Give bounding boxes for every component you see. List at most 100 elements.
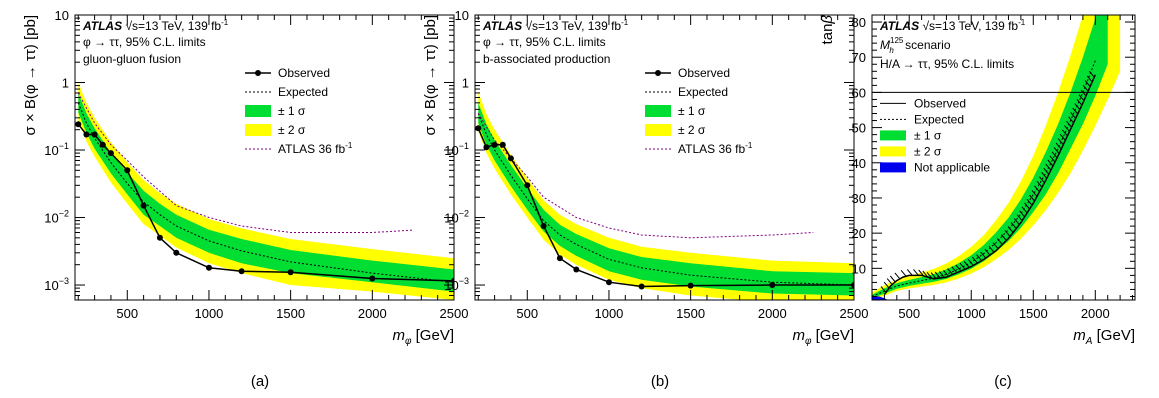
legend-expected-label: Expected (278, 85, 328, 99)
x-axis-title: mφ [GeV] (392, 327, 454, 347)
x-tick-label: 2500 (840, 306, 869, 321)
legend-observed-label: Observed (278, 66, 330, 80)
x-tick-label: 500 (516, 306, 538, 321)
observed-point (206, 264, 212, 271)
legend-two-sigma-label: ± 2 σ (278, 123, 306, 137)
panel-label: (b) (651, 373, 669, 390)
legend-not-applicable-label: Not applicable (914, 160, 990, 174)
y-tick-label: 60 (852, 85, 866, 100)
observed-point (507, 155, 514, 162)
legend-previous-label: ATLAS 36 fb-1 (278, 141, 353, 156)
atlas-label: ATLAS √s=13 TeV, 139 fb-1 (879, 18, 1026, 33)
production-label: gluon-gluon fusion (83, 52, 181, 66)
expected-line (872, 60, 1096, 297)
one-sigma-band (78, 93, 454, 292)
atlas-label: ATLAS √s=13 TeV, 139 fb-1 (82, 18, 229, 33)
observed-point (156, 234, 163, 241)
y-tick-label: 70 (852, 50, 866, 65)
observed-point (75, 121, 82, 128)
legend-two-sigma-swatch (645, 124, 671, 136)
observed-point (499, 141, 506, 148)
previous-limit-line (77, 92, 414, 233)
observed-point (769, 282, 776, 288)
observed-point (573, 266, 580, 273)
legend-one-sigma-swatch (245, 105, 271, 117)
x-axis-title: mA [GeV] (1073, 327, 1135, 347)
plot-area (475, 92, 854, 300)
x-tick-label: 1500 (1019, 306, 1048, 321)
legend-one-sigma-swatch (880, 130, 906, 141)
scenario-label: M125 h scenario (880, 36, 951, 55)
x-tick-label: 500 (116, 306, 138, 321)
one-sigma-band (872, 15, 1108, 299)
observed-point (124, 167, 131, 174)
panel-3: 500 1000 1500 2000 10 20 30 40 50 60 70 80 mA [GeV] t… (819, 14, 1136, 390)
previous-limit-line (477, 113, 814, 239)
observed-point (238, 268, 245, 275)
observed-point (451, 277, 454, 284)
legend-observed-marker (255, 70, 261, 76)
legend-observed-marker (655, 70, 661, 76)
y-axis-title: tanβ (819, 15, 836, 45)
y-tick-label: 40 (852, 156, 866, 171)
y-axis-title: σ × B(φ → ττ) [pb] (422, 15, 439, 135)
observed-point (287, 269, 294, 276)
y-tick-label: 50 (852, 121, 866, 136)
observed-point (140, 202, 147, 209)
one-sigma-band (478, 102, 854, 296)
x-tick-label: 1500 (676, 306, 705, 321)
x-tick-label: 2000 (1081, 306, 1110, 321)
process-label: φ → ττ, 95% C.L. limits (83, 35, 206, 49)
panel-label: (a) (251, 373, 269, 390)
expected-line (477, 113, 854, 286)
legend-expected-label: Expected (678, 85, 728, 99)
y-tick-label: 10 (455, 8, 469, 23)
y-tick-label: 80 (852, 15, 866, 30)
y-tick-label: 10−1 (44, 141, 69, 158)
panel-1: 500 1000 1500 2000 2500 10−3 10−2 10−1 1 10 mφ [Ge… (22, 8, 468, 390)
legend-two-sigma-swatch (245, 124, 271, 136)
y-tick-label: 30 (852, 191, 866, 206)
y-tick-label: 10−3 (444, 276, 469, 293)
x-tick-label: 1000 (957, 306, 986, 321)
x-tick-label: 1500 (276, 306, 305, 321)
y-tick-label: 10−3 (44, 276, 69, 293)
observed-point (173, 249, 180, 256)
legend-previous-label: ATLAS 36 fb-1 (678, 141, 753, 156)
y-tick-label: 1 (62, 76, 69, 91)
process-label: H/A → ττ, 95% C.L. limits (880, 57, 1014, 71)
observed-point (556, 255, 563, 262)
observed-point (606, 279, 612, 286)
y-tick-label: 20 (852, 226, 866, 241)
panel-label: (c) (994, 373, 1012, 390)
plot-area (75, 82, 454, 300)
legend-observed-label: Observed (914, 96, 966, 110)
y-tick-label: 10−2 (44, 209, 69, 226)
observed-point (83, 131, 90, 138)
observed-hatching (880, 70, 1095, 293)
y-axis-title: σ × B(φ → ττ) [pb] (22, 15, 39, 135)
legend-two-sigma-label: ± 2 σ (678, 123, 706, 137)
legend-observed-label: Observed (678, 66, 730, 80)
expected-line (77, 102, 454, 283)
x-tick-label: 500 (898, 306, 920, 321)
y-tick-label: 10−2 (444, 209, 469, 226)
y-tick-label: 10 (55, 8, 69, 23)
legend-one-sigma-label: ± 1 σ (678, 104, 706, 118)
x-tick-label: 1000 (594, 306, 623, 321)
observed-point (369, 275, 376, 282)
legend-one-sigma-swatch (645, 105, 671, 117)
observed-point (483, 144, 490, 151)
plot-area (872, 15, 1121, 300)
legend-two-sigma-label: ± 2 σ (914, 144, 942, 158)
y-tick-label: 10−1 (444, 141, 469, 158)
panel-2: 500 1000 1500 2000 2500 10−3 10−2 10−1 1 10 mφ [Ge… (422, 8, 868, 390)
x-tick-label: 1000 (194, 306, 223, 321)
plot-frame (871, 14, 1136, 301)
legend-not-applicable-swatch (880, 162, 906, 173)
x-tick-label: 2000 (758, 306, 787, 321)
legend-expected-label: Expected (914, 112, 964, 126)
legend-one-sigma-label: ± 1 σ (914, 128, 942, 142)
x-axis-title: mφ [GeV] (792, 327, 854, 347)
